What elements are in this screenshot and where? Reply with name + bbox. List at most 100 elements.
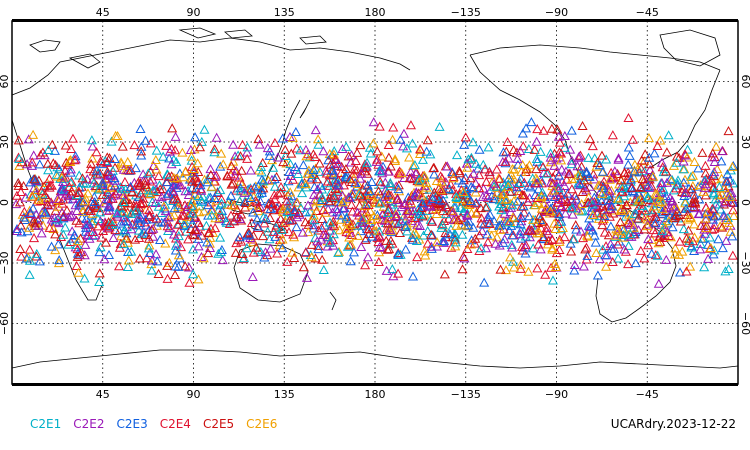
observation-marker — [613, 154, 624, 164]
observation-marker — [454, 166, 465, 176]
observation-marker — [194, 201, 205, 211]
observation-marker — [130, 163, 141, 173]
observation-marker — [60, 140, 71, 150]
observation-marker — [162, 260, 173, 270]
observation-marker — [352, 178, 363, 188]
observation-marker — [215, 161, 226, 171]
data-stamp: UCARdry.2023-12-22 — [610, 417, 736, 431]
observation-marker — [27, 157, 38, 167]
observation-marker — [721, 235, 732, 245]
observation-marker — [80, 219, 91, 230]
observation-marker — [156, 196, 167, 206]
observation-marker — [65, 164, 76, 174]
observation-marker — [426, 229, 437, 239]
observation-marker — [495, 224, 506, 234]
lon-tick-label: 90 — [187, 388, 201, 401]
observation-marker — [372, 146, 383, 156]
observation-marker — [674, 267, 686, 277]
observation-marker — [11, 199, 22, 209]
observation-marker — [583, 192, 594, 202]
observation-marker — [398, 128, 410, 138]
legend-c2e4: C2E4 — [159, 417, 191, 431]
observation-marker — [329, 146, 340, 156]
observation-marker — [269, 137, 280, 147]
observation-marker — [699, 182, 710, 192]
observation-marker — [132, 178, 143, 188]
observation-marker — [180, 186, 191, 196]
observation-marker — [28, 129, 39, 139]
observation-marker — [46, 241, 57, 251]
observation-marker — [683, 183, 694, 193]
observation-marker — [438, 195, 449, 205]
observation-marker — [135, 212, 146, 222]
observation-marker — [455, 202, 466, 212]
observation-marker — [407, 271, 419, 281]
observation-marker — [606, 173, 617, 183]
observation-marker — [577, 120, 588, 131]
observation-marker — [705, 242, 716, 252]
observation-marker — [608, 171, 619, 181]
observation-marker — [545, 203, 556, 213]
observation-marker — [600, 250, 611, 260]
observation-marker — [181, 226, 192, 236]
observation-marker — [550, 261, 561, 271]
observation-marker — [567, 209, 578, 219]
observation-marker — [91, 165, 103, 175]
observation-marker — [11, 225, 22, 236]
observation-marker — [623, 259, 634, 269]
observation-marker — [661, 147, 672, 157]
observation-marker — [648, 201, 659, 211]
observation-marker — [541, 168, 552, 178]
observation-marker — [275, 181, 287, 192]
observation-marker — [234, 232, 245, 242]
observation-marker — [361, 162, 372, 172]
lon-tick-label: 180 — [365, 6, 386, 19]
observation-marker — [43, 144, 54, 155]
observation-marker — [140, 175, 151, 185]
observation-marker — [16, 227, 27, 237]
observation-marker — [385, 235, 396, 245]
observation-marker — [234, 172, 245, 182]
observation-marker — [205, 232, 216, 242]
observation-marker — [468, 183, 479, 193]
observation-marker — [258, 212, 269, 222]
observation-marker — [650, 218, 661, 228]
observation-marker — [489, 178, 500, 188]
observation-marker — [66, 186, 77, 196]
observation-marker — [404, 173, 415, 183]
observation-marker — [129, 140, 140, 150]
observation-marker — [428, 162, 440, 172]
observation-marker — [387, 134, 398, 144]
observation-marker — [24, 255, 36, 265]
observation-marker — [255, 246, 266, 257]
observation-marker — [187, 176, 198, 186]
observation-marker — [141, 253, 152, 263]
observation-marker — [168, 229, 180, 239]
observation-marker — [103, 249, 115, 260]
observation-marker — [444, 229, 455, 239]
observation-marker — [504, 225, 515, 235]
observation-marker — [538, 125, 549, 135]
observation-marker — [42, 158, 53, 168]
observation-marker — [413, 204, 424, 214]
observation-marker — [356, 212, 367, 223]
observation-marker — [66, 143, 77, 154]
observation-marker — [413, 209, 425, 219]
observation-marker — [94, 184, 105, 194]
observation-marker — [173, 250, 184, 260]
observation-marker — [277, 243, 288, 253]
lon-tick-label: 135 — [274, 6, 295, 19]
observation-marker — [94, 276, 105, 287]
observation-marker — [458, 186, 469, 197]
observation-marker — [44, 222, 55, 232]
observation-marker — [682, 209, 693, 219]
observation-marker — [182, 201, 193, 211]
observation-marker — [152, 256, 163, 266]
observation-marker — [288, 232, 300, 242]
observation-marker — [274, 234, 286, 245]
observation-marker — [459, 188, 470, 198]
observation-marker — [277, 133, 288, 143]
observation-marker — [362, 168, 373, 178]
observation-marker — [301, 151, 312, 161]
observation-marker — [680, 187, 691, 198]
